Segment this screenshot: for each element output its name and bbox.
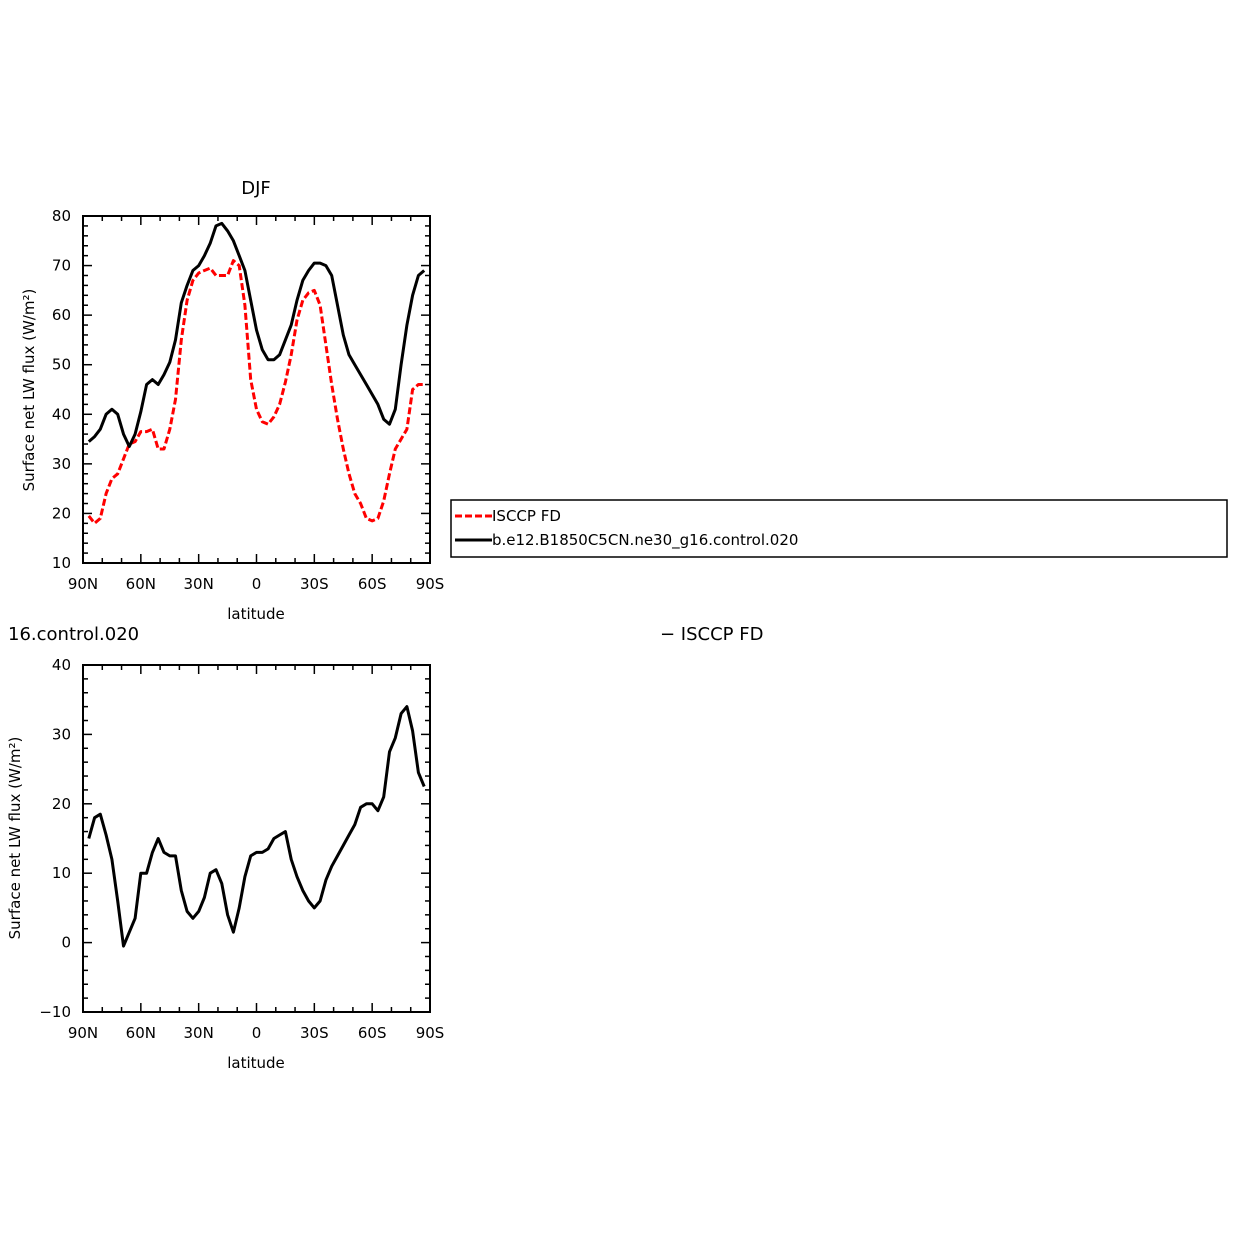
- x-tick-label: 90N: [68, 575, 98, 593]
- bottom-panel-series: [87, 705, 426, 948]
- y-tick-label: 30: [52, 725, 71, 743]
- legend-entry-model: b.e12.B1850C5CN.ne30_g16.control.020: [492, 531, 798, 550]
- series-line-1: [87, 221, 426, 448]
- x-tick-label: 60N: [126, 575, 156, 593]
- legend-box: [450, 499, 1228, 558]
- top-panel-ticks: [82, 215, 431, 564]
- legend: ISCCP FD b.e12.B1850C5CN.ne30_g16.contro…: [450, 499, 1228, 558]
- y-tick-label: 50: [52, 356, 71, 374]
- x-tick-label: 30N: [184, 575, 214, 593]
- bottom-panel-y-axis-label: Surface net LW flux (W/m²): [6, 737, 24, 940]
- top-panel-frame: [82, 215, 431, 564]
- series-line-0: [87, 705, 426, 948]
- bottom-panel-frame: [82, 664, 431, 1013]
- top-panel-y-tick-labels: 10 20 30 40 50 60 70 80: [52, 207, 71, 572]
- y-tick-label: 10: [52, 554, 71, 572]
- y-tick-label: 40: [52, 656, 71, 674]
- bottom-panel-x-tick-labels: 90N 60N 30N 0 30S 60S 90S: [68, 1024, 444, 1042]
- top-panel-x-axis-label: latitude: [227, 605, 285, 623]
- series-line-0: [87, 259, 425, 525]
- bottom-panel-title-left: 16.control.020: [8, 624, 139, 645]
- y-tick-label: 20: [52, 504, 71, 522]
- bottom-panel-title-right: − ISCCP FD: [660, 624, 763, 645]
- y-tick-label: 40: [52, 405, 71, 423]
- x-tick-label: 30S: [300, 575, 329, 593]
- x-tick-label: 30S: [300, 1024, 329, 1042]
- top-panel: DJF 90N 60N 30N 0 30S 60S 90S 10 20 30 40 50 60 70 80…: [20, 178, 444, 623]
- x-tick-label: 60N: [126, 1024, 156, 1042]
- bottom-panel: 16.control.020 − ISCCP FD 90N 60N 30N 0 30S 6…: [6, 624, 763, 1072]
- y-tick-label: 30: [52, 455, 71, 473]
- y-tick-label: 60: [52, 306, 71, 324]
- y-tick-label: −10: [39, 1003, 71, 1021]
- top-panel-y-axis-label: Surface net LW flux (W/m²): [20, 289, 38, 492]
- x-tick-label: 90S: [416, 575, 445, 593]
- x-tick-label: 0: [252, 1024, 262, 1042]
- top-panel-title: DJF: [241, 178, 271, 199]
- x-tick-label: 90N: [68, 1024, 98, 1042]
- y-tick-label: 80: [52, 207, 71, 225]
- x-tick-label: 30N: [184, 1024, 214, 1042]
- bottom-panel-x-axis-label: latitude: [227, 1054, 285, 1072]
- x-tick-label: 60S: [358, 575, 387, 593]
- y-tick-label: 70: [52, 257, 71, 275]
- x-tick-label: 60S: [358, 1024, 387, 1042]
- top-panel-x-tick-labels: 90N 60N 30N 0 30S 60S 90S: [68, 575, 444, 593]
- bottom-panel-ticks: [82, 664, 431, 1013]
- y-tick-label: 10: [52, 864, 71, 882]
- legend-entry-isccp: ISCCP FD: [492, 507, 561, 525]
- y-tick-label: 0: [61, 934, 71, 952]
- y-tick-label: 20: [52, 795, 71, 813]
- x-tick-label: 90S: [416, 1024, 445, 1042]
- bottom-panel-y-tick-labels: −10 0 10 20 30 40: [39, 656, 71, 1021]
- x-tick-label: 0: [252, 575, 262, 593]
- top-panel-series: [87, 221, 426, 525]
